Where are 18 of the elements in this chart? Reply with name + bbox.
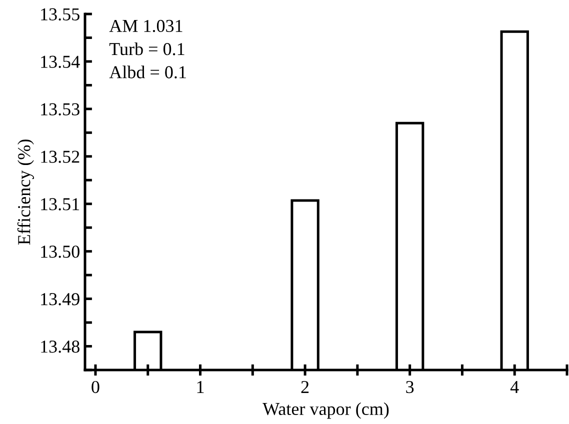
y-tick-label: 13.48: [41, 340, 80, 353]
y-tick-label: 13.50: [41, 246, 80, 258]
x-tick-label: 2: [301, 380, 309, 393]
x-tick-label: 3: [406, 380, 414, 394]
x-tick-label: 4: [510, 381, 519, 393]
x-tick-label: 0: [92, 380, 100, 394]
y-tick-label: 13.52: [41, 150, 80, 163]
annotation: Albd = 0.1: [109, 66, 186, 78]
x-axis-title: Water vapor (cm): [262, 402, 389, 419]
annotation: AM 1.031: [109, 20, 182, 32]
y-tick-label: 13.49: [41, 293, 80, 306]
y-tick-label: 13.55: [41, 8, 80, 21]
y-axis-title: Efficiency (%): [17, 140, 34, 245]
y-tick-label: 13.53: [41, 103, 80, 116]
annotation: Turb = 0.1: [109, 42, 184, 56]
x-tick-label: 1: [197, 381, 204, 393]
y-tick-label: 13.54: [41, 56, 80, 68]
y-tick-label: 13.51: [41, 198, 80, 210]
